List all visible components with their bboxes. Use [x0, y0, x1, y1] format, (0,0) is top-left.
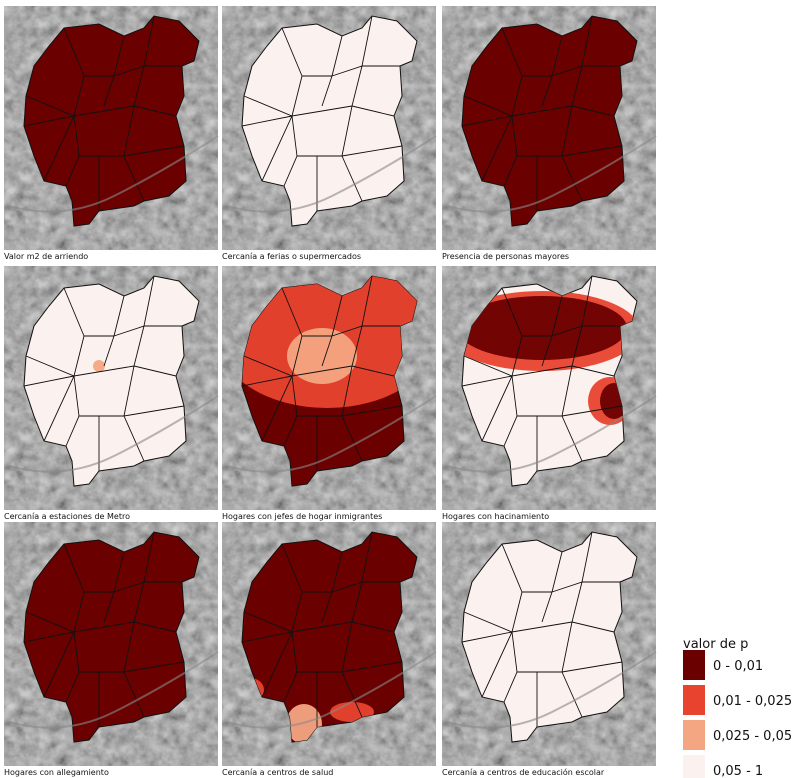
panel-caption: Hogares con jefes de hogar inmigrantes [222, 512, 382, 521]
legend-swatch [683, 720, 705, 750]
legend-title: valor de p [683, 637, 748, 652]
district-lines [242, 16, 403, 211]
district-lines [242, 532, 403, 727]
panel-caption: Cercanía a centros de salud [222, 768, 333, 777]
map-panel: Cercanía a ferias o supermercados [222, 6, 437, 261]
p-zone [93, 360, 105, 372]
map-panel: Cercanía a estaciones de Metro [4, 266, 219, 521]
district-lines [462, 16, 623, 211]
map-panel: Cercanía a centros de salud [222, 522, 437, 777]
overlay [93, 360, 105, 372]
legend-swatch [683, 650, 705, 680]
district-lines [242, 276, 403, 471]
district-lines [24, 276, 185, 471]
panel-caption: Cercanía a ferias o supermercados [222, 252, 361, 261]
district-lines [462, 532, 623, 727]
panel-caption: Hogares con hacinamiento [442, 512, 549, 521]
map-panel: Cercanía a centros de educación escolar [442, 522, 657, 777]
river [226, 395, 437, 473]
river [8, 395, 219, 473]
map-panel: Hogares con jefes de hogar inmigrantes [222, 266, 437, 521]
panel-caption: Cercanía a estaciones de Metro [4, 512, 130, 521]
river [226, 135, 437, 213]
panel-caption: Cercanía a centros de educación escolar [442, 767, 605, 777]
panel-caption: Hogares con allegamiento [4, 768, 109, 777]
map-panel: Hogares con hacinamiento [442, 266, 657, 521]
map-panel: Valor m2 de arriendo [4, 6, 219, 261]
river [8, 651, 219, 729]
river [446, 395, 657, 473]
panel-caption: Valor m2 de arriendo [4, 252, 88, 261]
district-lines [24, 16, 185, 211]
river [8, 135, 219, 213]
map-panel: Hogares con allegamiento [4, 522, 219, 777]
river [226, 651, 437, 729]
river [446, 651, 657, 729]
district-lines [462, 276, 623, 471]
legend-label: 0,05 - 1 [713, 764, 763, 778]
district-lines [24, 532, 185, 727]
legend-label: 0,01 - 0,025 [713, 694, 792, 709]
p-zone [287, 328, 357, 384]
panel-caption: Presencia de personas mayores [442, 252, 569, 261]
legend-label: 0 - 0,01 [713, 659, 763, 674]
map-panel: Presencia de personas mayores [442, 6, 657, 261]
river [446, 135, 657, 213]
legend-swatch [683, 755, 705, 778]
legend-swatch [683, 685, 705, 715]
legend-label: 0,025 - 0,05 [713, 729, 792, 744]
